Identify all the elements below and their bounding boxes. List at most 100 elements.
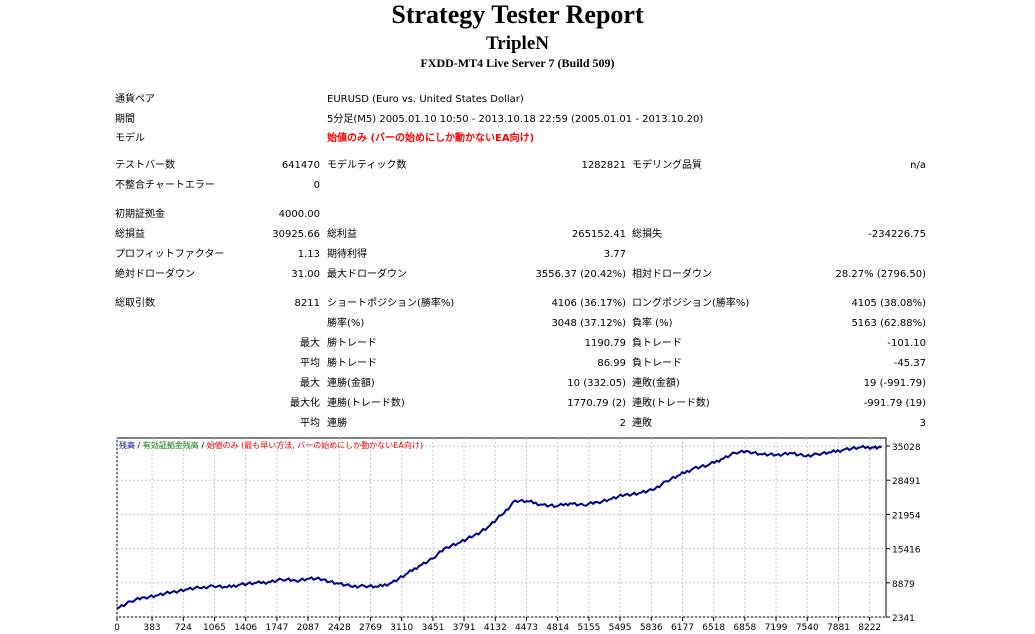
rel-drawdown-label: 相対ドローダウン bbox=[632, 269, 712, 280]
plot-frame bbox=[116, 437, 887, 618]
abs-drawdown-label: 絶対ドローダウン bbox=[115, 269, 195, 280]
total-trades-label: 総取引数 bbox=[115, 298, 155, 309]
maximal-wins-label: 連勝(トレード数) bbox=[327, 398, 405, 409]
y-tick-label: 21954 bbox=[892, 511, 921, 521]
x-tick-label: 4132 bbox=[484, 623, 507, 633]
y-tick-label: 8879 bbox=[892, 580, 915, 590]
x-tick-label: 7199 bbox=[765, 623, 788, 633]
cons-losses-value: 19 (-991.79) bbox=[863, 378, 926, 389]
gross-profit-label: 総利益 bbox=[327, 229, 357, 240]
x-tick-label: 3791 bbox=[453, 623, 476, 633]
x-tick-label: 2087 bbox=[297, 623, 320, 633]
max-drawdown-value: 3556.37 (20.42%) bbox=[535, 269, 626, 280]
x-tick-label: 2769 bbox=[359, 623, 382, 633]
avg2-label: 平均 bbox=[300, 418, 320, 429]
avg-label: 平均 bbox=[300, 358, 320, 369]
x-tick-label: 8222 bbox=[858, 623, 881, 633]
expected-payoff-label: 期待利得 bbox=[327, 249, 367, 260]
net-profit-value: 30925.66 bbox=[272, 229, 320, 240]
gross-profit-value: 265152.41 bbox=[571, 229, 626, 240]
max-drawdown-label: 最大ドローダウン bbox=[327, 269, 407, 280]
avg-loss-label: 負トレード bbox=[632, 358, 682, 369]
cons-wins-label: 連勝(金額) bbox=[327, 378, 375, 389]
avg-win-label: 勝トレード bbox=[327, 358, 377, 369]
legend-balance: 残高 bbox=[119, 440, 135, 450]
bars-label: テストバー数 bbox=[115, 160, 175, 171]
max2-label: 最大 bbox=[300, 378, 320, 389]
deposit-value: 4000.00 bbox=[278, 209, 320, 220]
maximal-wins-value: 1770.79 (2) bbox=[567, 398, 626, 409]
max-label: 最大 bbox=[300, 338, 320, 349]
largest-loss-label: 負トレード bbox=[632, 338, 682, 349]
x-tick-label: 3110 bbox=[390, 623, 413, 633]
quality-value: n/a bbox=[910, 160, 926, 171]
legend-separator: / bbox=[199, 441, 207, 450]
report-title: Strategy Tester Report bbox=[391, 0, 644, 29]
x-tick-label: 383 bbox=[143, 623, 160, 633]
y-tick-label: 28491 bbox=[892, 477, 921, 487]
y-tick-label: 35028 bbox=[892, 443, 921, 453]
x-tick-label: 4473 bbox=[515, 623, 538, 633]
gross-loss-value: -234226.75 bbox=[868, 229, 926, 240]
loss-pct-label: 負率 (%) bbox=[632, 318, 673, 329]
symbol-label: 通貨ペア bbox=[115, 94, 155, 105]
legend-separator: / bbox=[135, 441, 143, 450]
y-tick-label: 15416 bbox=[892, 546, 921, 556]
win-pct-value: 3048 (37.12%) bbox=[551, 318, 626, 329]
ticks-label: モデルティック数 bbox=[327, 160, 407, 171]
short-positions-value: 4106 (36.17%) bbox=[551, 298, 626, 309]
x-tick-label: 7881 bbox=[827, 623, 850, 633]
quality-label: モデリング品質 bbox=[632, 160, 702, 171]
x-tick-label: 1065 bbox=[203, 623, 226, 633]
largest-win-value: 1190.79 bbox=[584, 338, 626, 349]
x-tick-label: 2428 bbox=[328, 623, 351, 633]
model-value: 始値のみ (バーの始めにしか動かないEA向け) bbox=[327, 133, 535, 144]
long-positions-value: 4105 (38.08%) bbox=[851, 298, 926, 309]
x-tick-label: 1406 bbox=[234, 623, 257, 633]
x-tick-label: 0 bbox=[115, 623, 120, 633]
balance-chart: 35028 28491 21954 15416 8879 2341 0 383 724 1065 1… bbox=[115, 437, 921, 633]
avg-cons-wins-value: 2 bbox=[619, 418, 626, 429]
gross-loss-label: 総損失 bbox=[632, 229, 662, 240]
x-tick-label: 5155 bbox=[577, 623, 600, 633]
x-tick-label: 6177 bbox=[671, 623, 694, 633]
ea-name: TripleN bbox=[486, 33, 549, 54]
avg-cons-wins-label: 連勝 bbox=[327, 418, 347, 429]
x-tick-label: 1747 bbox=[265, 623, 288, 633]
x-tick-label: 5495 bbox=[609, 623, 632, 633]
largest-win-label: 勝トレード bbox=[327, 338, 377, 349]
long-positions-label: ロングポジション(勝率%) bbox=[632, 298, 750, 309]
maximal-label: 最大化 bbox=[290, 398, 320, 409]
mismatch-label: 不整合チャートエラー bbox=[115, 180, 215, 191]
avg-win-value: 86.99 bbox=[597, 358, 626, 369]
avg-cons-losses-label: 連敗 bbox=[632, 418, 652, 429]
net-profit-label: 総損益 bbox=[115, 229, 145, 240]
x-tick-label: 3451 bbox=[421, 623, 444, 633]
win-pct-label: 勝率(%) bbox=[327, 318, 365, 329]
x-tick-label: 724 bbox=[175, 623, 192, 633]
profit-factor-label: プロフィットファクター bbox=[115, 249, 225, 260]
legend-model: 始値のみ (最も早い方法, バーの始めにしか動かないEA向け) bbox=[207, 440, 423, 450]
chart-legend: 残高 / 有効証拠金残高 / 始値のみ (最も早い方法, バーの始めにしか動かな… bbox=[119, 440, 423, 450]
rel-drawdown-value: 28.27% (2796.50) bbox=[835, 269, 926, 280]
deposit-label: 初期証拠金 bbox=[115, 209, 165, 220]
loss-pct-value: 5163 (62.88%) bbox=[851, 318, 926, 329]
largest-loss-value: -101.10 bbox=[887, 338, 926, 349]
expected-payoff-value: 3.77 bbox=[603, 249, 626, 260]
x-tick-label: 7540 bbox=[796, 623, 819, 633]
server-name: FXDD-MT4 Live Server 7 (Build 509) bbox=[420, 56, 615, 70]
profit-factor-value: 1.13 bbox=[297, 249, 320, 260]
maximal-losses-label: 連敗(トレード数) bbox=[632, 398, 710, 409]
avg-cons-losses-value: 3 bbox=[919, 418, 926, 429]
period-value: 5分足(M5) 2005.01.10 10:50 - 2013.10.18 22… bbox=[327, 114, 704, 125]
ticks-value: 1282821 bbox=[581, 160, 626, 171]
period-label: 期間 bbox=[115, 114, 135, 125]
model-label: モデル bbox=[115, 133, 145, 144]
balance-line bbox=[116, 444, 883, 610]
mismatch-value: 0 bbox=[313, 180, 320, 191]
legend-equity: 有効証拠金残高 bbox=[143, 440, 199, 450]
cons-wins-value: 10 (332.05) bbox=[567, 378, 626, 389]
x-tick-label: 6518 bbox=[702, 623, 725, 633]
avg-loss-value: -45.37 bbox=[893, 358, 926, 369]
bars-value: 641470 bbox=[281, 160, 320, 171]
